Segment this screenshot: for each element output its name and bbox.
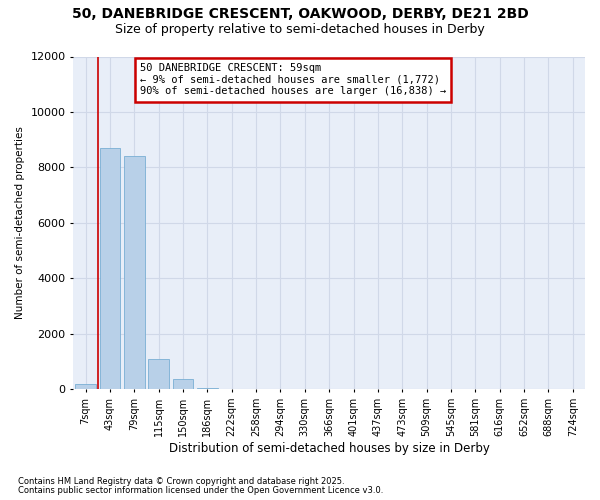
- Bar: [75, 384, 96, 390]
- Text: 50 DANEBRIDGE CRESCENT: 59sqm
← 9% of semi-detached houses are smaller (1,772)
9: 50 DANEBRIDGE CRESCENT: 59sqm ← 9% of se…: [140, 63, 446, 96]
- Bar: [100, 148, 120, 390]
- Y-axis label: Number of semi-detached properties: Number of semi-detached properties: [15, 126, 25, 320]
- Text: Size of property relative to semi-detached houses in Derby: Size of property relative to semi-detach…: [115, 22, 485, 36]
- Bar: [124, 156, 145, 390]
- X-axis label: Distribution of semi-detached houses by size in Derby: Distribution of semi-detached houses by …: [169, 442, 490, 455]
- Text: Contains HM Land Registry data © Crown copyright and database right 2025.: Contains HM Land Registry data © Crown c…: [18, 477, 344, 486]
- Text: 50, DANEBRIDGE CRESCENT, OAKWOOD, DERBY, DE21 2BD: 50, DANEBRIDGE CRESCENT, OAKWOOD, DERBY,…: [71, 8, 529, 22]
- Bar: [148, 359, 169, 390]
- Bar: [197, 388, 218, 390]
- Text: Contains public sector information licensed under the Open Government Licence v3: Contains public sector information licen…: [18, 486, 383, 495]
- Bar: [173, 379, 193, 390]
